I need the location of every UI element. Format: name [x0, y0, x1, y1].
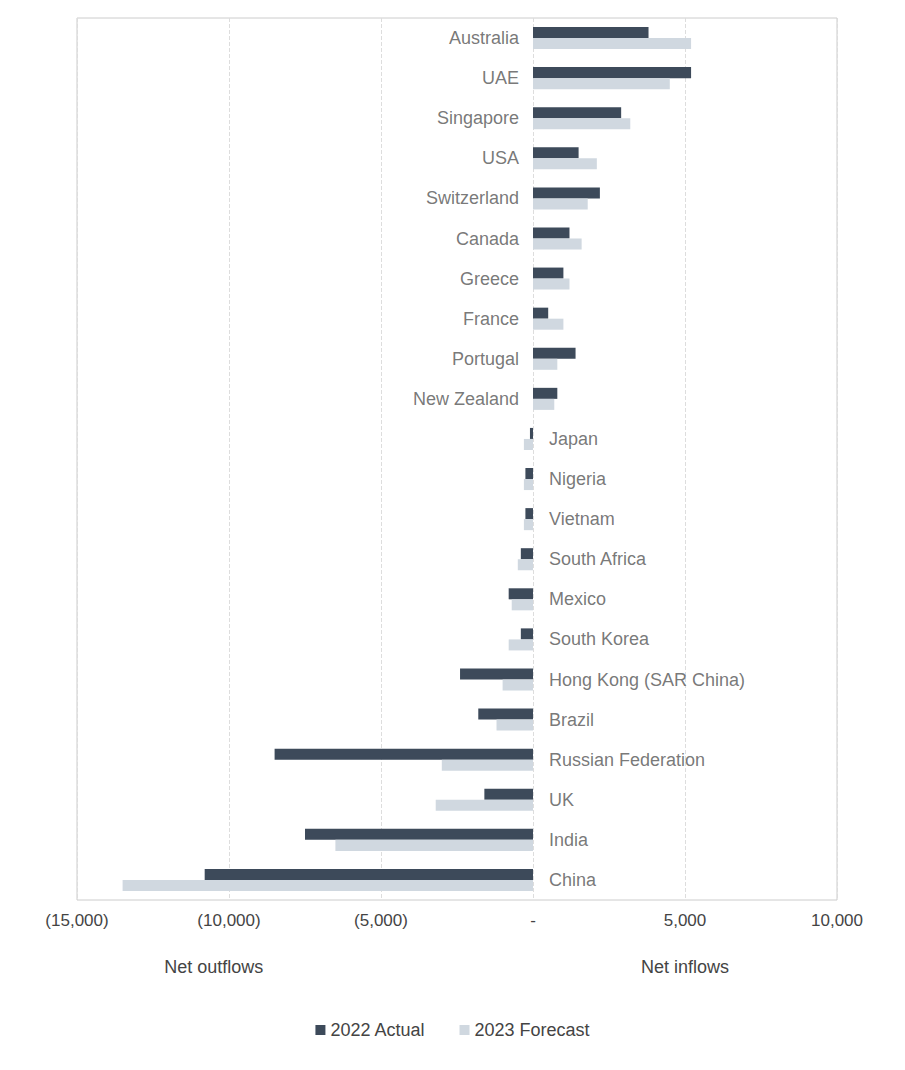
svg-text:UK: UK [549, 790, 574, 810]
svg-text:Net outflows: Net outflows [164, 957, 263, 977]
svg-text:Singapore: Singapore [437, 108, 519, 128]
svg-text:Net inflows: Net inflows [641, 957, 729, 977]
svg-text:New Zealand: New Zealand [413, 389, 519, 409]
svg-text:India: India [549, 830, 589, 850]
svg-text:-: - [530, 911, 536, 930]
svg-text:UAE: UAE [482, 68, 519, 88]
svg-text:France: France [463, 309, 519, 329]
svg-text:(15,000): (15,000) [45, 911, 108, 930]
svg-text:Greece: Greece [460, 269, 519, 289]
svg-text:Mexico: Mexico [549, 589, 606, 609]
svg-text:Canada: Canada [456, 229, 520, 249]
svg-text:China: China [549, 870, 597, 890]
svg-text:Hong Kong (SAR China): Hong Kong (SAR China) [549, 670, 745, 690]
svg-text:(5,000): (5,000) [354, 911, 408, 930]
svg-text:Nigeria: Nigeria [549, 469, 607, 489]
svg-text:Switzerland: Switzerland [426, 188, 519, 208]
svg-text:Australia: Australia [449, 28, 520, 48]
svg-text:USA: USA [482, 148, 519, 168]
svg-text:2022 Actual: 2022 Actual [330, 1020, 424, 1040]
svg-text:10,000: 10,000 [811, 911, 863, 930]
svg-text:Vietnam: Vietnam [549, 509, 615, 529]
svg-text:Russian Federation: Russian Federation [549, 750, 705, 770]
svg-text:5,000: 5,000 [664, 911, 707, 930]
svg-text:2023 Forecast: 2023 Forecast [475, 1020, 590, 1040]
svg-text:Japan: Japan [549, 429, 598, 449]
svg-text:South Africa: South Africa [549, 549, 647, 569]
svg-text:(10,000): (10,000) [197, 911, 260, 930]
svg-text:Portugal: Portugal [452, 349, 519, 369]
svg-text:Brazil: Brazil [549, 710, 594, 730]
svg-text:South Korea: South Korea [549, 629, 650, 649]
